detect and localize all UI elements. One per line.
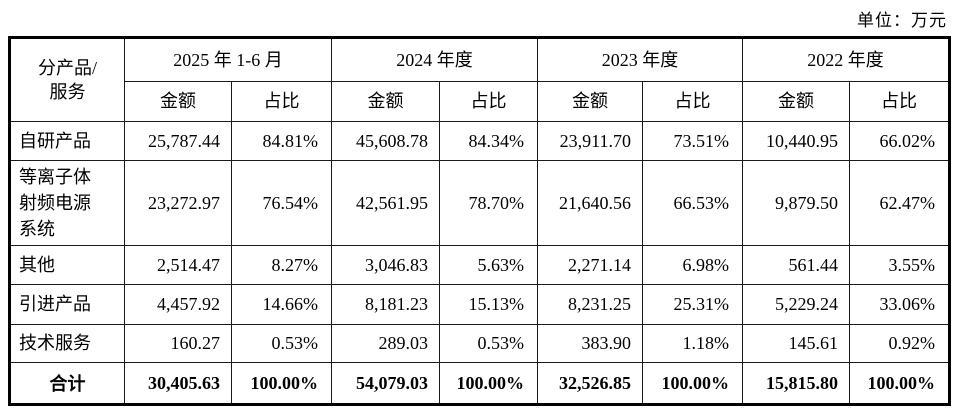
ratio-cell: 84.34%	[439, 121, 538, 161]
header-period-2025: 2025 年 1-6 月	[124, 37, 332, 82]
amount-cell: 15,815.80	[742, 362, 850, 405]
ratio-cell: 33.06%	[849, 284, 950, 325]
amount-cell: 2,271.14	[537, 245, 643, 285]
amount-cell: 10,440.95	[742, 121, 850, 161]
ratio-cell: 3.55%	[849, 245, 950, 285]
ratio-cell: 8.27%	[231, 245, 332, 285]
ratio-cell: 14.66%	[231, 284, 332, 325]
header-product-service: 分产品/ 服务	[9, 37, 125, 122]
amount-cell: 25,787.44	[124, 121, 232, 161]
header-amount-2025: 金额	[124, 81, 232, 122]
amount-cell: 21,640.56	[537, 160, 643, 246]
ratio-cell: 25.31%	[642, 284, 743, 325]
amount-cell: 8,181.23	[331, 284, 440, 325]
total-row: 合计 30,405.63 100.00% 54,079.03 100.00% 3…	[9, 362, 950, 405]
amount-cell: 9,879.50	[742, 160, 850, 246]
ratio-cell: 78.70%	[439, 160, 538, 246]
amount-cell: 42,561.95	[331, 160, 440, 246]
ratio-cell: 0.53%	[439, 324, 538, 363]
amount-cell: 561.44	[742, 245, 850, 285]
product-revenue-table: 分产品/ 服务 2025 年 1-6 月 2024 年度 2023 年度 202…	[8, 36, 951, 406]
header-amount-2022: 金额	[742, 81, 850, 122]
header-ratio-2023: 占比	[642, 81, 743, 122]
row-label: 自研产品	[9, 121, 125, 161]
amount-cell: 2,514.47	[124, 245, 232, 285]
ratio-cell: 100.00%	[439, 362, 538, 405]
amount-cell: 54,079.03	[331, 362, 440, 405]
table-row: 自研产品 25,787.44 84.81% 45,608.78 84.34% 2…	[9, 121, 950, 161]
ratio-cell: 5.63%	[439, 245, 538, 285]
amount-cell: 30,405.63	[124, 362, 232, 405]
header-amount-2023: 金额	[537, 81, 643, 122]
amount-cell: 145.61	[742, 324, 850, 363]
ratio-cell: 62.47%	[849, 160, 950, 246]
ratio-cell: 15.13%	[439, 284, 538, 325]
header-amount-2024: 金额	[331, 81, 440, 122]
row-label: 其他	[9, 245, 125, 285]
amount-cell: 4,457.92	[124, 284, 232, 325]
table-row: 等离子体 射频电源 系统 23,272.97 76.54% 42,561.95 …	[9, 160, 950, 246]
ratio-cell: 100.00%	[849, 362, 950, 405]
ratio-cell: 100.00%	[642, 362, 743, 405]
amount-cell: 383.90	[537, 324, 643, 363]
header-ratio-2022: 占比	[849, 81, 950, 122]
unit-label: 单位：万元	[857, 11, 947, 30]
header-period-2022: 2022 年度	[742, 37, 950, 82]
amount-cell: 45,608.78	[331, 121, 440, 161]
amount-cell: 3,046.83	[331, 245, 440, 285]
amount-cell: 8,231.25	[537, 284, 643, 325]
table-row: 技术服务 160.27 0.53% 289.03 0.53% 383.90 1.…	[9, 324, 950, 363]
table-row: 引进产品 4,457.92 14.66% 8,181.23 15.13% 8,2…	[9, 284, 950, 325]
amount-cell: 5,229.24	[742, 284, 850, 325]
ratio-cell: 73.51%	[642, 121, 743, 161]
ratio-cell: 76.54%	[231, 160, 332, 246]
row-label: 等离子体 射频电源 系统	[9, 160, 125, 246]
ratio-cell: 84.81%	[231, 121, 332, 161]
ratio-cell: 100.00%	[231, 362, 332, 405]
table-row: 其他 2,514.47 8.27% 3,046.83 5.63% 2,271.1…	[9, 245, 950, 285]
row-label: 技术服务	[9, 324, 125, 363]
ratio-cell: 6.98%	[642, 245, 743, 285]
header-row-periods: 分产品/ 服务 2025 年 1-6 月 2024 年度 2023 年度 202…	[9, 37, 950, 122]
ratio-cell: 0.53%	[231, 324, 332, 363]
ratio-cell: 66.02%	[849, 121, 950, 161]
row-label: 引进产品	[9, 284, 125, 325]
amount-cell: 32,526.85	[537, 362, 643, 405]
header-period-2024: 2024 年度	[331, 37, 538, 82]
amount-cell: 289.03	[331, 324, 440, 363]
ratio-cell: 0.92%	[849, 324, 950, 363]
amount-cell: 23,911.70	[537, 121, 643, 161]
header-period-2023: 2023 年度	[537, 37, 743, 82]
header-ratio-2025: 占比	[231, 81, 332, 122]
ratio-cell: 66.53%	[642, 160, 743, 246]
amount-cell: 160.27	[124, 324, 232, 363]
header-ratio-2024: 占比	[439, 81, 538, 122]
total-label: 合计	[9, 362, 125, 405]
amount-cell: 23,272.97	[124, 160, 232, 246]
header-row-subcolumns: 金额 占比 金额 占比 金额 占比 金额 占比	[10, 81, 950, 122]
ratio-cell: 1.18%	[642, 324, 743, 363]
